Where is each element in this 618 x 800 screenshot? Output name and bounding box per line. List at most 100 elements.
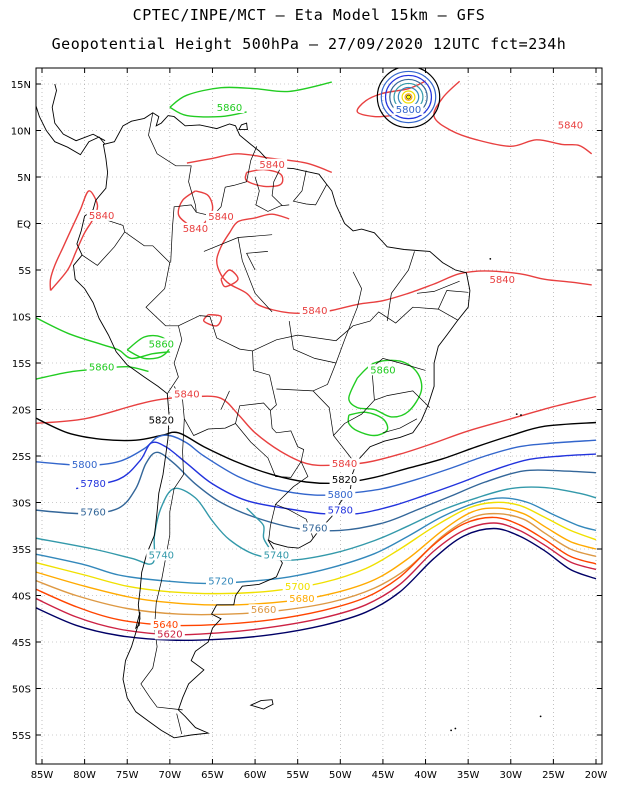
political-border <box>386 251 415 322</box>
contour-label-backdrop <box>86 361 117 373</box>
contour-label-backdrop <box>282 580 313 592</box>
contour-line-5620 <box>36 522 597 636</box>
contour-label: 5740 <box>264 550 289 561</box>
contour-line-5780 <box>75 441 597 516</box>
contour-line-5840 <box>49 190 99 291</box>
island-dot <box>450 729 453 732</box>
latitude-label: 35S <box>12 545 31 556</box>
political-border <box>268 504 276 540</box>
contour-label-backdrop <box>325 504 356 516</box>
contour-label-backdrop <box>180 222 211 234</box>
latitude-label: 15N <box>11 80 31 91</box>
political-border <box>140 418 185 711</box>
contour-label: 5860 <box>149 339 174 350</box>
contour-line-5840 <box>244 168 284 188</box>
map-frame <box>35 67 603 765</box>
longitude-label: 25W <box>542 770 565 781</box>
latitude-label: 50S <box>12 685 31 696</box>
contour-label: 5780 <box>328 506 353 517</box>
contour-line-5740 <box>246 507 270 548</box>
contour-label: 5760 <box>80 508 105 519</box>
island-dot <box>520 414 522 416</box>
contour-label-backdrop <box>205 575 236 587</box>
contour-label-backdrop <box>150 619 181 631</box>
lat-lon-grid <box>36 68 602 764</box>
coastlines-and-borders <box>0 83 542 739</box>
contour-label: 5840 <box>332 459 357 470</box>
contour-label-backdrop <box>146 549 177 561</box>
contour-label: 5860 <box>89 363 114 374</box>
contour-label: 5840 <box>174 389 199 400</box>
longitude-label: 80W <box>73 770 96 781</box>
longitude-label: 45W <box>372 770 395 781</box>
contour-label-backdrop <box>78 506 109 518</box>
political-border <box>124 231 183 394</box>
contour-label: 5860 <box>370 365 395 376</box>
contour-line-5860 <box>169 81 332 108</box>
longitude-label: 65W <box>201 770 224 781</box>
contour-line-5700 <box>36 501 597 595</box>
political-border <box>276 271 362 392</box>
political-border <box>252 306 459 352</box>
contour-label: 5840 <box>208 212 233 223</box>
island-coastline <box>135 612 141 630</box>
island-dot <box>515 413 518 416</box>
contour-line-5680 <box>36 507 597 606</box>
contour-line-5840 <box>356 80 426 118</box>
contour-label: 5720 <box>208 576 233 587</box>
contour-label-backdrop <box>367 364 398 376</box>
height-contours <box>36 68 597 642</box>
contour-line-5840 <box>202 313 223 327</box>
contour-label: 5820 <box>149 416 174 427</box>
latitude-label: 45S <box>12 638 31 649</box>
contour-line-5660 <box>36 512 597 616</box>
contour-label: 5740 <box>149 550 174 561</box>
longitude-label: 60W <box>244 770 267 781</box>
contour-label: 5760 <box>302 523 327 534</box>
cyclone-ring-5820 <box>376 68 441 129</box>
political-border <box>382 418 418 434</box>
political-border <box>173 386 271 436</box>
contour-label-backdrop <box>487 274 518 286</box>
map-title-line-2: Geopotential Height 500hPa – 27/09/2020 … <box>51 35 567 53</box>
contour-label-backdrop <box>325 488 356 500</box>
longitude-label: 70W <box>159 770 182 781</box>
island-dot <box>489 257 492 260</box>
map-title-line-1: CPTEC/INPE/MCT – Eta Model 15km – GFS <box>132 6 486 24</box>
contour-line-5860 <box>36 316 170 360</box>
latitude-label: EQ <box>17 220 31 231</box>
longitude-label: 55W <box>286 770 309 781</box>
contour-line-5840 <box>215 213 592 315</box>
island-coastline <box>0 226 1 233</box>
longitude-label: 35W <box>457 770 480 781</box>
contour-label-backdrop <box>329 474 360 486</box>
contour-label-backdrop <box>257 158 288 170</box>
latitude-label: 15S <box>12 359 31 370</box>
central-america-coastline <box>51 83 106 142</box>
contour-line-5800 <box>36 434 597 496</box>
political-border <box>237 237 273 313</box>
contour-line-5720 <box>36 497 597 585</box>
contour-label-backdrop <box>248 604 279 616</box>
contour-label-backdrop <box>214 102 245 114</box>
contour-label: 5700 <box>285 582 310 593</box>
cyclone-ring-5700 <box>401 90 416 104</box>
contour-label: 5640 <box>153 620 178 631</box>
contour-label: 5620 <box>157 629 182 640</box>
longitude-label: 75W <box>116 770 139 781</box>
latitude-label: 25S <box>12 452 31 463</box>
latitude-label: 10S <box>12 313 31 324</box>
political-border <box>416 280 460 294</box>
contour-line-5840 <box>220 269 239 288</box>
cyclone-center-marker <box>406 94 411 100</box>
contour-line-5600 <box>36 527 597 642</box>
cyclone-ring-5800 <box>380 70 437 124</box>
longitude-label: 40W <box>414 770 437 781</box>
contour-label-backdrop <box>86 209 117 221</box>
contour-line-5860 <box>348 359 423 418</box>
longitude-label: 30W <box>499 770 522 781</box>
contour-label: 5840 <box>259 160 284 171</box>
contour-label-backdrop <box>171 388 202 400</box>
